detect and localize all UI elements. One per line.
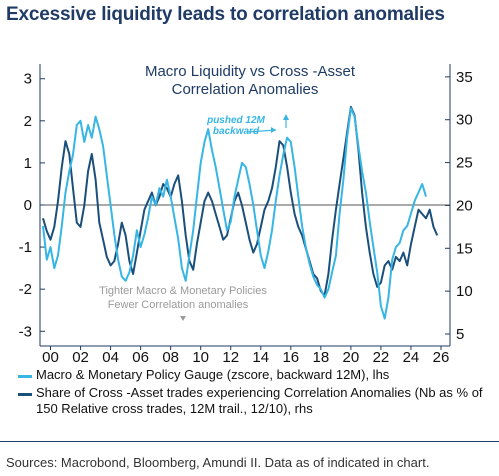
left-tick-label: 3 <box>24 71 32 88</box>
x-tick-label: 24 <box>403 349 420 366</box>
annotation-pushed-12m: pushed 12M <box>206 115 265 126</box>
series-line-correlation-anomalies <box>42 105 439 297</box>
source-note: Sources: Macrobond, Bloomberg, Amundi II… <box>6 455 430 470</box>
x-tick-label: 02 <box>72 349 89 366</box>
x-tick-label: 14 <box>252 349 269 366</box>
legend-label-correlation-anomalies: Share of Cross -Asset trades experiencin… <box>36 385 483 416</box>
left-tick-label: 0 <box>24 197 32 214</box>
left-tick-label: 1 <box>24 155 32 172</box>
x-tick-label: 06 <box>132 349 149 366</box>
left-tick-label: 2 <box>24 113 32 130</box>
right-tick-label: 25 <box>456 155 473 172</box>
annotation-arrowhead <box>271 127 276 133</box>
right-tick-label: 15 <box>456 240 473 257</box>
x-tick-label: 08 <box>162 349 179 366</box>
x-tick-label: 12 <box>222 349 239 366</box>
x-tick-label: 22 <box>373 349 390 366</box>
right-tick-label: 20 <box>456 197 473 214</box>
legend-item-correlation-anomalies: Share of Cross -Asset trades experiencin… <box>18 385 493 417</box>
annotation-backward: backward <box>213 126 260 137</box>
legend-swatch-dark <box>18 393 32 396</box>
chart-legend: Macro & Monetary Policy Gauge (zscore, b… <box>18 367 493 417</box>
x-tick-label: 20 <box>343 349 360 366</box>
left-tick-label: -1 <box>19 239 32 256</box>
footer-divider <box>0 441 499 442</box>
annotation-note-line-1: Tighter Macro & Monetary Policies <box>99 285 267 297</box>
right-tick-label: 35 <box>456 69 473 86</box>
x-tick-label: 04 <box>102 349 119 366</box>
annotation-up-arrowhead <box>283 114 289 120</box>
chart-title-line-1: Macro Liquidity vs Cross -Asset <box>145 63 356 80</box>
x-tick-label: 00 <box>42 349 59 366</box>
chart-series-layer <box>42 105 439 320</box>
chart-title-line-2: Correlation Anomalies <box>172 81 319 98</box>
right-tick-label: 30 <box>456 112 473 129</box>
legend-item-policy-gauge: Macro & Monetary Policy Gauge (zscore, b… <box>18 367 493 383</box>
chart-annotations: pushed 12M backward Tighter Macro & Mone… <box>99 114 289 321</box>
right-tick-label: 5 <box>456 326 464 343</box>
annotation-down-triangle <box>180 316 186 321</box>
left-tick-label: -2 <box>19 281 32 298</box>
x-tick-label: 10 <box>192 349 209 366</box>
annotation-note-line-2: Fewer Correlation anomalies <box>108 299 249 311</box>
legend-swatch-light <box>18 375 32 378</box>
x-tick-label: 16 <box>282 349 299 366</box>
left-tick-label: -3 <box>19 323 32 340</box>
legend-label-policy-gauge: Macro & Monetary Policy Gauge (zscore, b… <box>36 367 390 382</box>
x-tick-label: 26 <box>433 349 450 366</box>
right-tick-label: 10 <box>456 283 473 300</box>
series-line-policy-gauge <box>42 107 427 320</box>
page-title: Excessive liquidity leads to correlation… <box>6 4 445 25</box>
x-tick-label: 18 <box>312 349 329 366</box>
